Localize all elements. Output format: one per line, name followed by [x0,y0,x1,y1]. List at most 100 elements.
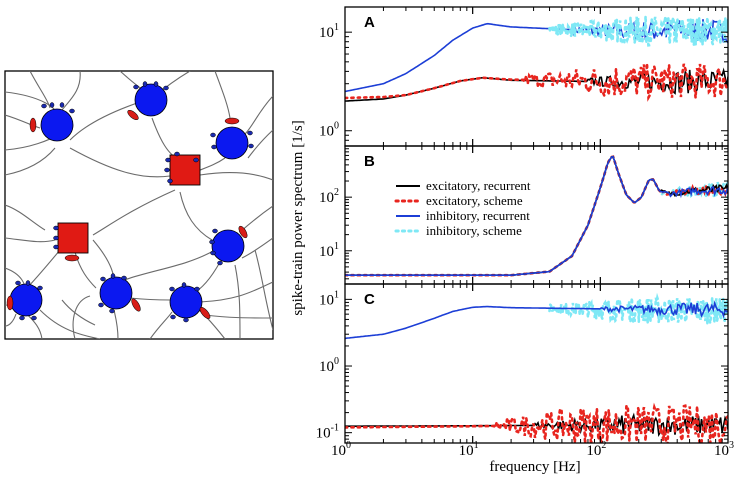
inhibitory-synapse [19,315,25,321]
x-tick-label: 101 [459,440,479,459]
hub-body [57,222,89,254]
series-group [345,292,728,443]
panel-letter: C [364,291,375,308]
inhibitory-synapse [163,85,169,91]
connection-line [5,237,56,243]
neuron-body [215,126,249,160]
connection-line [129,297,171,301]
y-tick-label: 10-1 [316,423,339,442]
inhibitory-synapse [170,314,176,320]
y-tick-label: 101 [319,241,339,260]
y-tick-label: 102 [319,187,339,206]
connection-line [199,281,273,303]
inhibitory-synapse [211,144,217,150]
neuron [169,282,211,323]
x-tick-label: 103 [714,440,734,459]
connection-line [61,299,96,326]
connection-line [5,114,41,129]
inhibitory-synapse [53,225,59,231]
inhibitory-synapse [41,103,47,109]
neuron [6,280,43,321]
excitatory-synapse [238,225,248,239]
series-line-inhibitory-recurrent [345,19,728,93]
excitatory-synapse [127,109,139,121]
connection-line [5,204,46,231]
inhibitory-synapse [142,81,148,87]
y-tick-label: 100 [319,356,339,375]
series-group [345,155,728,277]
series-line-inhibitory-scheme [548,292,728,326]
connection-line [247,129,273,159]
connection-line [254,249,273,331]
legend-label: inhibitory, recurrent [426,208,530,223]
inhibitory-synapse [181,282,187,288]
connection-line [72,295,91,339]
connection-line [204,314,273,319]
panel-letter: B [364,153,375,170]
neuron [29,102,75,142]
y-tick-label: 100 [319,121,339,140]
inhibitory-synapse [53,244,59,250]
inhibitory-synapse [212,228,218,234]
inhibitory-synapse [69,108,75,114]
inhibitory-synapse [167,178,173,184]
connection-line [179,191,213,241]
legend-label: inhibitory, scheme [426,223,522,238]
connection-line [241,237,273,259]
excitatory-synapse [29,117,37,133]
connection-line [29,71,51,109]
neuron-body [211,229,245,263]
inhibitory-synapse [110,273,116,279]
series-line-inhibitory-recurrent [345,300,728,340]
inhibitory-synapse [133,84,139,90]
inhibitory-synapse [100,276,106,282]
excitatory-synapse [224,117,240,125]
neuron-body [40,108,74,142]
neuron-body [99,276,133,310]
network-schematic [4,70,274,340]
inhibitory-synapse [109,308,115,314]
panel-c: 10-1 100 101 C [316,283,729,444]
inhibitory-synapse [183,317,189,323]
connection-line [234,264,241,339]
inhibitory-synapse [193,157,199,163]
connection-line [92,189,176,236]
inhibitory-synapse [31,315,37,321]
legend-label: excitatory, scheme [426,193,523,208]
y-tick-label: 101 [319,22,339,41]
series-line-excitatory-scheme [345,63,728,102]
connection-line [61,71,81,111]
neuron [127,81,169,121]
inhibitory-synapse [37,285,43,291]
hub-neuron [53,222,89,262]
schematic-nodes [6,81,254,323]
inhibitory-synapse [153,81,159,87]
connection-line [243,95,273,136]
excitatory-synapse [131,298,141,312]
excitatory-synapse [6,295,14,311]
inhibitory-synapse [164,167,170,173]
neuron-body [9,283,43,317]
inhibitory-synapse [15,280,21,286]
x-axis-label: frequency [Hz] [489,459,580,475]
hub-neuron [164,151,201,186]
series-line-inhibitory-recurrent [345,155,728,277]
y-tick-label: 101 [319,289,339,308]
connection-line [5,147,56,176]
legend-label: excitatory, recurrent [426,178,531,193]
x-tick-label: 102 [586,440,606,459]
inhibitory-synapse [49,102,55,108]
hub-body [169,154,201,186]
inhibitory-synapse [59,102,65,108]
series-line-excitatory-scheme [345,402,728,443]
neuron [98,273,141,314]
inhibitory-synapse [174,151,180,157]
inhibitory-synapse [209,239,215,245]
y-axis-label: spike-train power spectrum [1/s] [290,120,306,315]
inhibitory-synapse [210,250,216,256]
inhibitory-synapse [53,235,59,241]
inhibitory-synapse [247,130,253,136]
excitatory-synapse [199,307,211,319]
